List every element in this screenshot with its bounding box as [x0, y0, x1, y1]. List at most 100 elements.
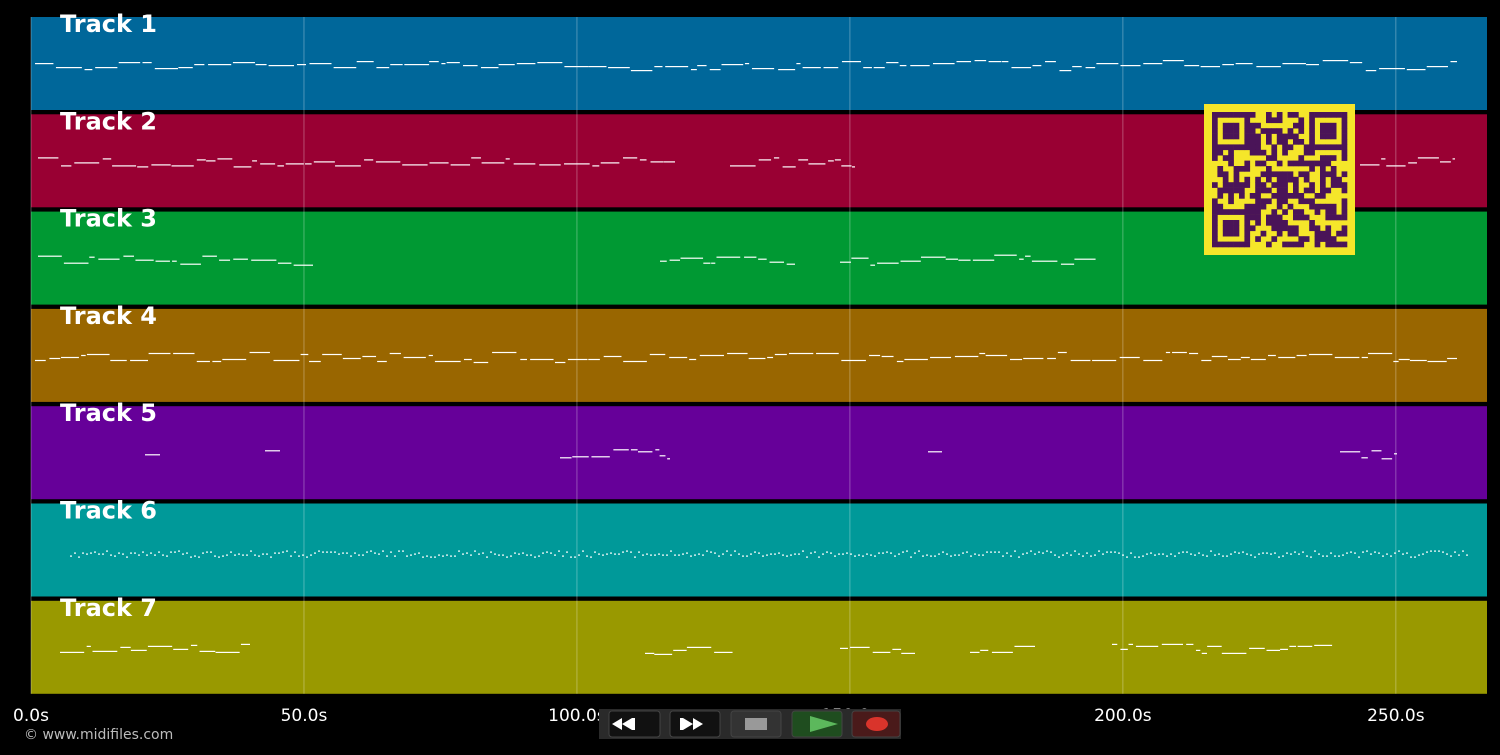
note [782, 554, 784, 556]
qr-module [1244, 128, 1251, 134]
qr-module [1309, 182, 1315, 188]
qr-module [1255, 182, 1261, 188]
note [1409, 359, 1427, 362]
note [980, 649, 989, 651]
note [623, 360, 647, 363]
note [434, 360, 461, 363]
note [582, 550, 584, 552]
note [498, 64, 515, 66]
qr-module [1244, 176, 1251, 183]
note [1118, 552, 1120, 554]
note [850, 553, 852, 555]
note [1450, 555, 1452, 557]
note [1256, 66, 1281, 68]
note [1189, 352, 1199, 355]
note [232, 62, 255, 64]
note [462, 553, 464, 555]
note [966, 551, 968, 553]
qr-module [1341, 144, 1348, 151]
play-button[interactable] [791, 710, 843, 738]
note [219, 259, 231, 261]
note [254, 554, 256, 556]
note [850, 646, 870, 648]
qr-module [1249, 128, 1256, 134]
note [711, 262, 716, 264]
note [155, 260, 170, 262]
note [822, 553, 824, 555]
note [618, 553, 620, 555]
qr-module [1266, 198, 1272, 205]
note [778, 552, 780, 554]
qr-module [1320, 171, 1326, 178]
qr-module [1212, 144, 1218, 151]
note [1365, 70, 1377, 72]
qr-module [1244, 144, 1251, 151]
note [274, 552, 276, 554]
note [1270, 553, 1272, 555]
note [938, 553, 940, 555]
note [718, 555, 720, 557]
note [1022, 553, 1024, 555]
note [1358, 556, 1360, 558]
qr-module [1212, 128, 1218, 134]
note [1135, 645, 1159, 647]
note [534, 556, 536, 558]
qr-module [1260, 198, 1267, 205]
note [928, 451, 942, 453]
note [914, 552, 916, 554]
note [273, 359, 300, 362]
note [554, 361, 566, 364]
track-name: Track 1 [60, 10, 157, 38]
note [297, 64, 306, 66]
note [194, 555, 196, 557]
note [762, 555, 764, 557]
qr-module [1309, 187, 1315, 194]
qr-module [1282, 149, 1288, 156]
qr-module [1314, 236, 1321, 242]
note [441, 63, 446, 65]
note [94, 551, 96, 553]
qr-module [1244, 203, 1251, 210]
note [904, 358, 928, 361]
qr-module [1244, 160, 1251, 167]
note [994, 551, 996, 553]
qr-module [1314, 160, 1321, 167]
note [796, 63, 801, 65]
note [1170, 553, 1172, 555]
note [1262, 552, 1264, 554]
note [890, 552, 892, 554]
rewind-button[interactable] [608, 710, 661, 738]
qr-module [1228, 241, 1234, 248]
qr-module [1222, 112, 1229, 118]
qr-module [1217, 171, 1224, 178]
stop-button[interactable] [730, 710, 782, 738]
qr-module [1314, 112, 1321, 118]
note [173, 352, 195, 355]
qr-module [1271, 144, 1278, 151]
note [1382, 555, 1384, 557]
note [900, 260, 921, 262]
qr-module [1293, 241, 1299, 248]
qr-module [1255, 214, 1261, 221]
note [709, 69, 721, 71]
note [394, 555, 396, 557]
note [667, 458, 670, 460]
note [364, 159, 374, 161]
note [190, 644, 198, 646]
note [490, 551, 492, 553]
note [630, 449, 638, 451]
note [1134, 556, 1136, 558]
record-button[interactable] [851, 710, 901, 738]
note [313, 161, 335, 163]
qr-module [1293, 187, 1299, 194]
qr-module [1228, 133, 1234, 140]
qr-module [1239, 182, 1245, 188]
note [1267, 354, 1276, 357]
qr-module [1336, 241, 1342, 248]
fast-forward-button[interactable] [669, 710, 721, 738]
note [1098, 550, 1100, 552]
note [1195, 649, 1201, 651]
note [592, 165, 600, 167]
note [1235, 63, 1253, 65]
